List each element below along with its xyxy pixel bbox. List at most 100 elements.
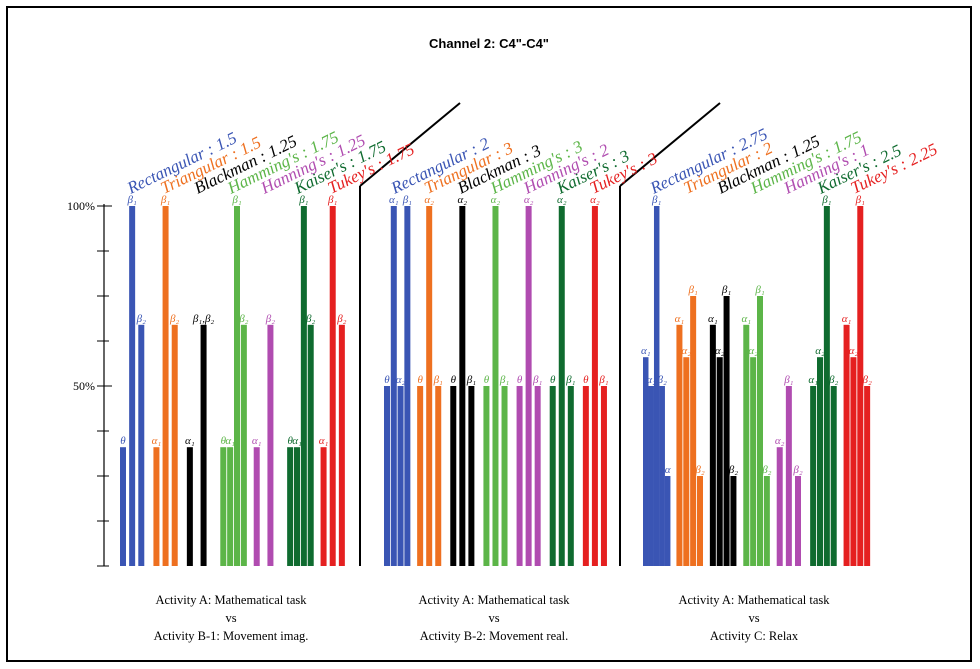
bar-g1-tukey-2 — [329, 206, 336, 566]
bar-g3-triangular-3 — [690, 296, 697, 566]
bar-label-g1-rectangular-1: θ — [120, 435, 126, 447]
bar-label-g2-kaiser-3: β₁ — [565, 374, 575, 386]
bar-label-g3-hamming-3: β₁ — [754, 284, 764, 296]
bar-label-g1-tukey-1: α₁ — [319, 435, 329, 447]
group-label-3-line-3: Activity C: Relax — [710, 629, 799, 643]
bar-g2-hamming-2 — [492, 206, 499, 566]
bar-g2-hanning-2 — [525, 206, 532, 566]
bar-g1-hamming-2 — [227, 447, 234, 566]
group-divider-slant-1 — [359, 102, 461, 187]
bar-label-g2-hanning-1: θ — [517, 374, 523, 386]
bar-g2-tukey-3 — [600, 386, 607, 566]
bar-label-g2-tukey-3: β₁ — [598, 374, 608, 386]
bar-g1-hamming-4 — [240, 324, 247, 566]
bar-label-g3-kaiser-3: β₁ — [821, 194, 831, 206]
group-label-2-line-1: Activity A: Mathematical task — [418, 593, 570, 607]
bar-g1-hanning-1 — [253, 447, 260, 566]
bar-g2-tukey-1 — [582, 386, 589, 566]
bar-g2-rectangular-3 — [397, 386, 404, 566]
bar-label-g3-triangular-1: α₁ — [675, 313, 685, 325]
bar-g2-tukey-2 — [591, 206, 598, 566]
bar-g3-rectangular-3 — [653, 206, 660, 566]
bar-g3-hamming-3 — [757, 296, 763, 566]
bar-g1-tukey-3 — [338, 324, 345, 566]
bar-label-g1-hamming-4: β₂ — [238, 313, 248, 325]
bar-label-g1-kaiser-2: α₁ — [292, 435, 302, 447]
bar-label-g3-kaiser-2: α₂ — [815, 345, 825, 357]
bar-label-g3-rectangular-4: β₂ — [657, 374, 667, 386]
bar-g3-tukey-1 — [843, 324, 850, 566]
bar-g1-rectangular-1 — [120, 447, 126, 566]
group-label-2-line-2: vs — [488, 611, 499, 625]
bar-g1-rectangular-3 — [138, 324, 145, 566]
bar-g3-triangular-1 — [676, 324, 683, 566]
bar-g1-kaiser-1 — [287, 447, 294, 566]
bar-label-g1-kaiser-4: β₂ — [305, 313, 315, 325]
group-label-3-line-2: vs — [748, 611, 759, 625]
bar-label-g2-kaiser-2: α₂ — [557, 194, 567, 206]
group-labels-layer: Activity A: Mathematical task vs Activity … — [154, 593, 831, 643]
group-divider-slant-2 — [619, 102, 721, 187]
bar-label-g3-rectangular-3: β₁ — [651, 194, 661, 206]
y-tick-label-50: 50% — [73, 379, 95, 393]
bar-label-g2-blackman-1: θ — [451, 374, 457, 386]
bar-g3-hanning-2 — [785, 386, 792, 566]
bar-g3-blackman-4 — [730, 476, 737, 566]
y-tick-label-100: 100% — [67, 199, 95, 213]
bar-label-g3-hamming-4: β₂ — [761, 464, 771, 476]
bar-label-g3-blackman-1: α₁ — [708, 313, 718, 325]
bar-label-g3-tukey-2: α₂ — [849, 345, 859, 357]
bar-label-g3-rectangular-5: α — [665, 464, 671, 476]
bar-g3-kaiser-1 — [810, 386, 817, 566]
bar-label-g1-kaiser-1: θ — [287, 435, 293, 447]
bar-label-g2-hanning-2: α₂ — [524, 194, 534, 206]
bar-label-g2-tukey-1: θ — [583, 374, 589, 386]
bar-g1-rectangular-2 — [129, 206, 136, 566]
bar-g2-blackman-2 — [459, 206, 466, 566]
bar-label-g1-triangular-2: β₁ — [160, 194, 170, 206]
bar-g2-rectangular-4 — [404, 206, 411, 566]
bar-label-g1-hamming-1: θ — [221, 435, 227, 447]
bar-g3-tukey-2 — [850, 357, 857, 566]
bar-g2-rectangular-2 — [390, 206, 397, 566]
group-label-3-line-1: Activity A: Mathematical task — [678, 593, 830, 607]
bar-g2-rectangular-1 — [384, 386, 390, 566]
group-label-1-line-2: vs — [225, 611, 236, 625]
bar-label-g2-triangular-3: β₁ — [433, 374, 443, 386]
bar-label-g3-hanning-1: α₂ — [775, 435, 785, 447]
bar-label-g3-kaiser-1: α₁ — [808, 374, 818, 386]
bar-g1-triangular-3 — [171, 324, 178, 566]
bar-label-g2-rectangular-1: θ — [384, 374, 390, 386]
group-dividers — [359, 102, 721, 566]
bar-g3-kaiser-4 — [830, 386, 837, 566]
bar-label-g1-rectangular-3: β₂ — [136, 313, 146, 325]
bar-g3-hanning-1 — [776, 447, 783, 566]
bar-label-g2-hamming-1: θ — [484, 374, 490, 386]
bar-g3-blackman-3 — [723, 296, 730, 566]
bar-g3-triangular-4 — [697, 476, 703, 566]
bar-g2-triangular-2 — [426, 206, 433, 566]
bar-label-g2-hamming-2: α₂ — [491, 194, 501, 206]
bar-g1-hamming-3 — [234, 206, 240, 566]
bar-label-g3-hanning-2: β₁ — [783, 374, 793, 386]
bar-label-g1-triangular-1: α₁ — [152, 435, 162, 447]
bar-label-g2-blackman-3: β₁ — [466, 374, 476, 386]
bar-label-g1-tukey-2: β₁ — [327, 194, 337, 206]
bar-g1-tukey-1 — [320, 447, 327, 566]
bar-g2-hanning-3 — [534, 386, 541, 566]
bar-label-g1-blackman-1: α₁ — [185, 435, 195, 447]
bar-label-g1-rectangular-2: β₁ — [126, 194, 136, 206]
bar-g1-kaiser-2 — [294, 447, 300, 566]
bar-g2-blackman-3 — [468, 386, 475, 566]
bar-label-g1-hamming-3: β₁ — [231, 194, 241, 206]
bar-g2-hanning-1 — [516, 386, 523, 566]
bar-g3-rectangular-5 — [664, 476, 671, 566]
bar-g1-kaiser-4 — [307, 324, 314, 566]
bar-label-g3-triangular-3: β₁ — [687, 284, 697, 296]
bar-g1-triangular-2 — [162, 206, 169, 566]
bar-label-g3-tukey-3: β₁ — [855, 194, 865, 206]
group-label-1-line-3: Activity B-1: Movement imag. — [154, 629, 309, 643]
bar-label-g3-blackman-3: β₁ — [721, 284, 731, 296]
bar-g2-kaiser-3 — [567, 386, 574, 566]
